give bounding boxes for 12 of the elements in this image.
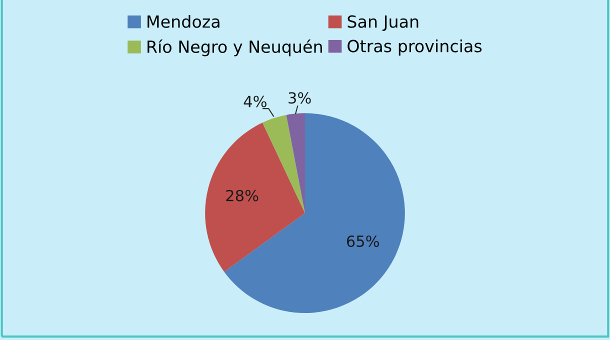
data-label: 4% [244, 96, 266, 108]
legend-label: Mendoza [148, 15, 220, 28]
legend-label: San Juan [348, 15, 418, 31]
data-label: 28% [226, 190, 258, 202]
legend-label: Río Negro y Neuquén [148, 39, 322, 56]
data-label: 3% [288, 92, 311, 104]
data-label: 65% [346, 235, 380, 248]
pie-slice [205, 122, 305, 272]
pie-slice [262, 114, 305, 214]
pie-slice [286, 113, 305, 214]
legend-label: Otras provincias [348, 39, 482, 56]
pie-slice [224, 113, 405, 314]
